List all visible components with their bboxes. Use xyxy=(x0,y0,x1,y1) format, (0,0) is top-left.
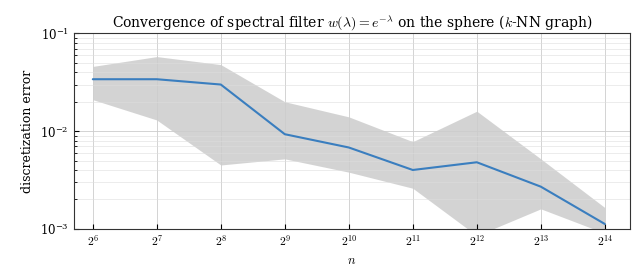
Title: Convergence of spectral filter $w(\lambda) = e^{-\lambda}$ on the sphere ($k$-NN: Convergence of spectral filter $w(\lambd… xyxy=(112,14,592,33)
X-axis label: $n$: $n$ xyxy=(348,254,356,267)
Y-axis label: discretization error: discretization error xyxy=(22,69,35,193)
